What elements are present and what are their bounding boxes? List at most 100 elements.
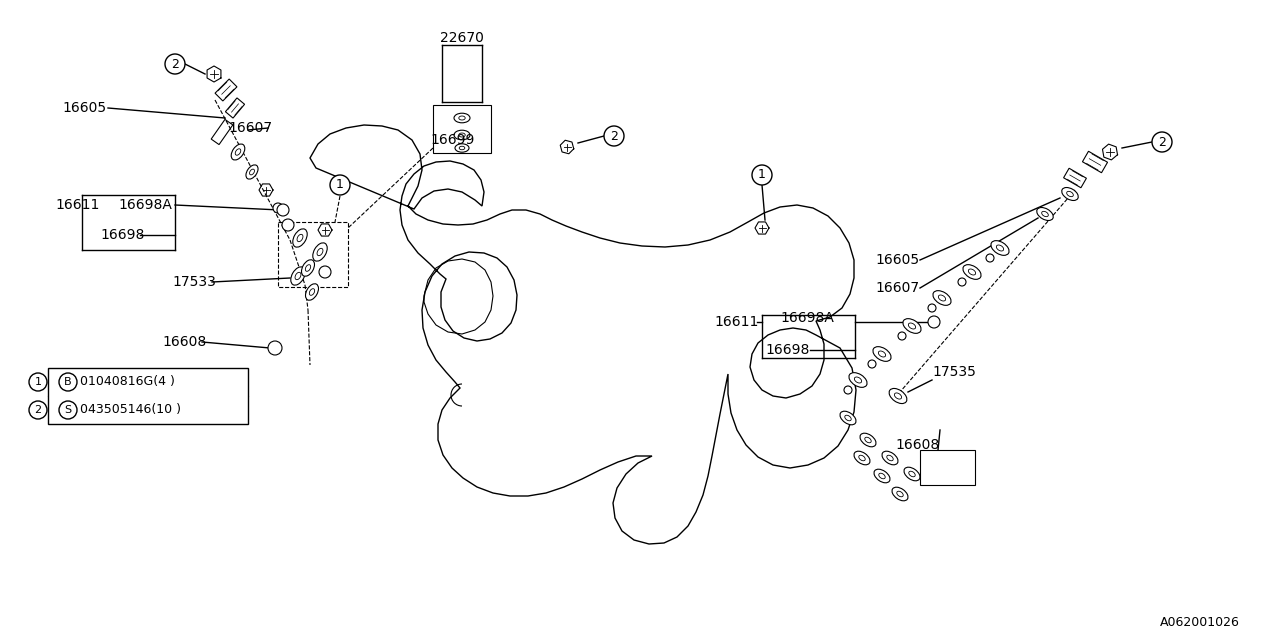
Circle shape xyxy=(1152,132,1172,152)
Ellipse shape xyxy=(312,243,328,261)
Ellipse shape xyxy=(897,492,904,497)
Ellipse shape xyxy=(878,351,886,357)
Ellipse shape xyxy=(865,437,872,443)
Ellipse shape xyxy=(458,116,465,120)
Text: 2: 2 xyxy=(1158,136,1166,148)
Bar xyxy=(278,222,348,287)
Ellipse shape xyxy=(250,169,255,175)
Ellipse shape xyxy=(293,229,307,247)
Circle shape xyxy=(957,278,966,286)
Circle shape xyxy=(844,386,852,394)
Text: 16698A: 16698A xyxy=(118,198,172,212)
Text: 1: 1 xyxy=(35,377,41,387)
Ellipse shape xyxy=(882,451,899,465)
Circle shape xyxy=(868,360,876,368)
Ellipse shape xyxy=(996,245,1004,251)
Ellipse shape xyxy=(902,319,922,333)
Circle shape xyxy=(29,373,47,391)
Circle shape xyxy=(29,401,47,419)
Text: 01040816G(4 ): 01040816G(4 ) xyxy=(79,376,175,388)
Ellipse shape xyxy=(963,265,980,279)
Text: 16607: 16607 xyxy=(228,121,273,135)
Text: 17535: 17535 xyxy=(932,365,975,379)
Circle shape xyxy=(268,341,282,355)
Ellipse shape xyxy=(859,455,865,461)
Ellipse shape xyxy=(887,455,893,461)
Text: 16611: 16611 xyxy=(714,315,758,329)
Ellipse shape xyxy=(1042,211,1048,217)
Text: 16611: 16611 xyxy=(55,198,100,212)
Ellipse shape xyxy=(236,148,241,156)
Text: 16607: 16607 xyxy=(876,281,919,295)
Ellipse shape xyxy=(246,165,259,179)
Ellipse shape xyxy=(938,295,946,301)
Text: 1: 1 xyxy=(337,179,344,191)
Ellipse shape xyxy=(890,388,908,404)
Ellipse shape xyxy=(854,377,861,383)
Ellipse shape xyxy=(904,467,920,481)
Ellipse shape xyxy=(1037,207,1053,221)
Circle shape xyxy=(928,304,936,312)
Bar xyxy=(920,450,975,485)
Text: 043505146(10 ): 043505146(10 ) xyxy=(79,403,180,417)
Ellipse shape xyxy=(291,267,305,285)
Text: 16698A: 16698A xyxy=(780,311,833,325)
Ellipse shape xyxy=(454,130,470,140)
Ellipse shape xyxy=(909,323,915,329)
Ellipse shape xyxy=(874,469,890,483)
Circle shape xyxy=(282,219,294,231)
Text: 17533: 17533 xyxy=(172,275,216,289)
Ellipse shape xyxy=(909,471,915,477)
Circle shape xyxy=(986,254,995,262)
Text: 2: 2 xyxy=(611,129,618,143)
Text: 2: 2 xyxy=(172,58,179,70)
Text: B: B xyxy=(64,377,72,387)
Ellipse shape xyxy=(991,241,1009,255)
Text: 1: 1 xyxy=(758,168,765,182)
Ellipse shape xyxy=(892,487,908,500)
Ellipse shape xyxy=(454,113,470,123)
Text: 16608: 16608 xyxy=(163,335,206,349)
Text: 16698: 16698 xyxy=(765,343,809,357)
Ellipse shape xyxy=(297,234,303,242)
Circle shape xyxy=(319,266,332,278)
Bar xyxy=(49,368,248,424)
Ellipse shape xyxy=(306,265,311,271)
Text: 16605: 16605 xyxy=(876,253,919,267)
Text: 16698: 16698 xyxy=(100,228,145,242)
Text: S: S xyxy=(64,405,72,415)
Text: 22670: 22670 xyxy=(440,31,484,45)
Circle shape xyxy=(276,204,289,216)
Ellipse shape xyxy=(458,133,465,137)
Circle shape xyxy=(165,54,186,74)
Ellipse shape xyxy=(840,412,856,425)
Ellipse shape xyxy=(1061,188,1078,200)
Ellipse shape xyxy=(454,144,468,152)
Ellipse shape xyxy=(845,415,851,420)
Circle shape xyxy=(753,165,772,185)
Ellipse shape xyxy=(232,144,244,160)
Text: A062001026: A062001026 xyxy=(1160,616,1240,628)
Ellipse shape xyxy=(460,147,465,150)
Ellipse shape xyxy=(895,393,901,399)
Circle shape xyxy=(273,203,283,213)
Circle shape xyxy=(928,316,940,328)
Ellipse shape xyxy=(860,433,876,447)
Ellipse shape xyxy=(849,372,867,387)
Ellipse shape xyxy=(854,451,870,465)
Circle shape xyxy=(899,332,906,340)
Ellipse shape xyxy=(933,291,951,305)
Circle shape xyxy=(59,373,77,391)
Circle shape xyxy=(604,126,625,146)
Circle shape xyxy=(59,401,77,419)
Ellipse shape xyxy=(879,473,886,479)
Ellipse shape xyxy=(296,272,301,280)
Text: 16605: 16605 xyxy=(61,101,106,115)
Ellipse shape xyxy=(1066,191,1074,196)
Ellipse shape xyxy=(873,347,891,362)
Ellipse shape xyxy=(317,248,323,256)
Text: 16608: 16608 xyxy=(895,438,940,452)
Ellipse shape xyxy=(969,269,975,275)
Ellipse shape xyxy=(302,260,315,276)
Text: 16699: 16699 xyxy=(430,133,475,147)
